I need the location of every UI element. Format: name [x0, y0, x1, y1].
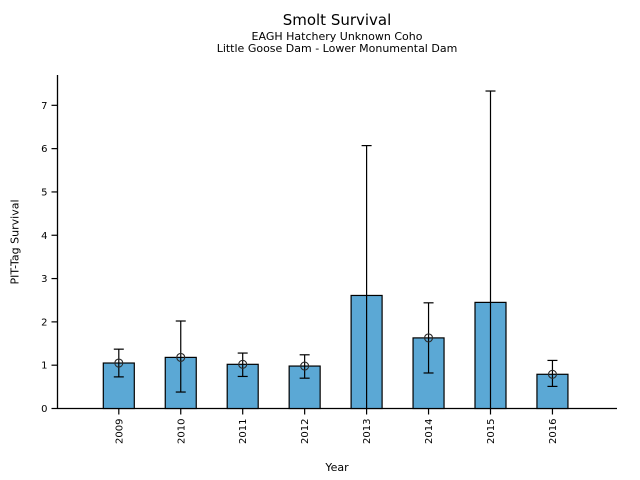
y-tick-label-0: 0: [41, 404, 47, 415]
y-tick-label-2: 2: [41, 317, 47, 328]
chart-title: Smolt Survival: [282, 11, 392, 29]
x-tick-label-2011: 2011: [238, 419, 249, 444]
x-tick-label-2016: 2016: [548, 419, 559, 444]
point-marker-2009: [114, 358, 124, 368]
point-marker-2016: [547, 369, 558, 379]
x-tick-label-2015: 2015: [486, 419, 497, 444]
y-tick-label-6: 6: [41, 144, 47, 155]
x-tick-label-2012: 2012: [300, 419, 311, 444]
y-tick-label-3: 3: [41, 274, 47, 285]
y-axis-label: PIT-Tag Survival: [8, 199, 22, 285]
x-tick-label-2013: 2013: [362, 419, 373, 444]
point-marker-2010: [176, 352, 186, 362]
point-marker-2012: [300, 361, 310, 371]
y-tick-label-5: 5: [41, 187, 47, 198]
point-marker-2014: [423, 333, 434, 343]
point-marker-2011: [238, 359, 248, 369]
y-tick-label-1: 1: [41, 361, 47, 372]
y-tick-label-4: 4: [41, 231, 47, 242]
x-tick-label-2009: 2009: [114, 419, 125, 444]
x-tick-label-2010: 2010: [176, 419, 187, 444]
y-tick-label-7: 7: [41, 101, 47, 112]
chart-subtitle-line1: EAGH Hatchery Unknown Coho: [251, 30, 423, 43]
x-tick-label-2014: 2014: [424, 419, 435, 444]
x-axis-label: Year: [325, 461, 349, 474]
chart-subtitle-line2: Little Goose Dam - Lower Monumental Dam: [216, 42, 458, 55]
